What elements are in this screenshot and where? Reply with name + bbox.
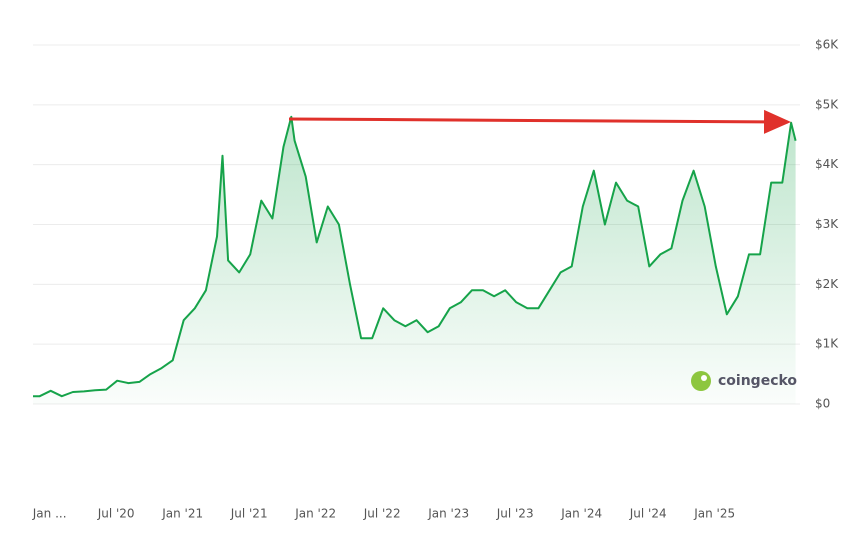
x-tick-label: Jan '23	[427, 507, 469, 521]
logo-eye	[701, 375, 707, 381]
grid: $0 $1K $2K $3K $4K $5K $6K Jan ... Jul '20 Jan '2…	[32, 38, 840, 521]
y-tick-label: $2K	[815, 277, 839, 291]
x-tick-label: Jan ...	[32, 507, 67, 521]
y-tick-label: $3K	[815, 217, 839, 231]
logo-icon	[691, 371, 711, 391]
y-tick-label: $6K	[815, 38, 839, 52]
x-tick-label: Jan '21	[161, 507, 203, 521]
logo: coingecko	[691, 371, 797, 391]
x-tick-label: Jul '21	[230, 507, 268, 521]
y-tick-label: $1K	[815, 337, 839, 351]
y-tick-label: $5K	[815, 97, 839, 111]
y-tick-label: $4K	[815, 157, 839, 171]
watermark: coingecko	[718, 373, 797, 389]
x-tick-label: Jul '23	[496, 507, 534, 521]
y-tick-label: $0	[815, 397, 830, 411]
x-tick-label: Jul '22	[363, 507, 401, 521]
area	[33, 116, 796, 405]
x-tick-label: Jan '25	[693, 507, 735, 521]
price-line	[33, 115, 797, 398]
plot	[33, 115, 797, 405]
annotation-arrow	[288, 109, 791, 134]
x-tick-label: Jul '20	[97, 507, 135, 521]
x-tick-label: Jul '24	[629, 507, 667, 521]
x-tick-label: Jan '22	[294, 507, 336, 521]
x-tick-label: Jan '24	[560, 507, 602, 521]
